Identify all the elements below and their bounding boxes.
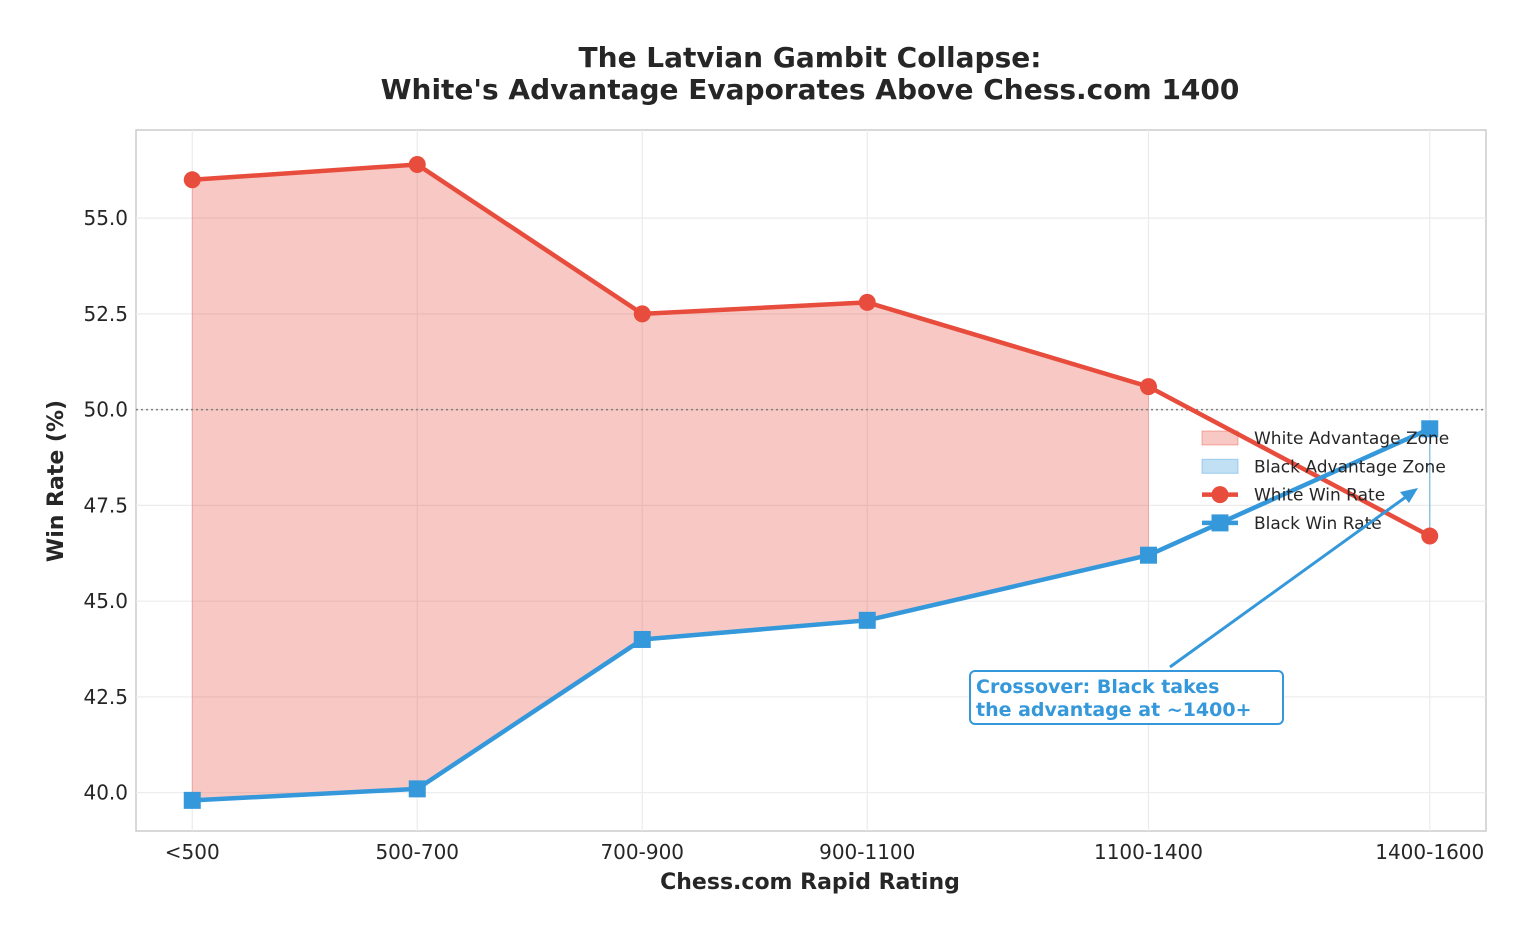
- x-axis-label: Chess.com Rapid Rating: [660, 870, 960, 895]
- black-win-rate-point-2: [633, 630, 651, 648]
- x-tick-label-1: 500-700: [375, 840, 459, 864]
- y-axis-label: Win Rate (%): [44, 400, 69, 562]
- legend-black-win-rate-label: Black Win Rate: [1254, 514, 1382, 534]
- y-tick-label-1: 42.5: [83, 685, 128, 709]
- legend-black-advantage-zone-label: Black Advantage Zone: [1254, 457, 1446, 477]
- legend-black-win-rate-swatch-marker: [1211, 514, 1229, 532]
- x-tick-label-2: 700-900: [600, 840, 684, 864]
- annotation-text-line-2: the advantage at ~1400+: [976, 699, 1252, 721]
- white-win-rate-point-3: [858, 293, 876, 311]
- y-tick-label-2: 45.0: [83, 589, 128, 613]
- y-tick-label-5: 52.5: [83, 302, 128, 326]
- x-tick-label-4: 1100-1400: [1094, 840, 1203, 864]
- annotation-arrow-head: [1400, 488, 1418, 503]
- y-tick-label-3: 47.5: [83, 493, 128, 517]
- legend-white-advantage-zone-swatch: [1201, 430, 1239, 446]
- black-win-rate-point-3: [858, 611, 876, 629]
- x-tick-label-5: 1400-1600: [1375, 840, 1484, 864]
- black-win-rate-point-1: [408, 780, 426, 798]
- white-win-rate-point-4: [1140, 378, 1157, 396]
- chart-title: The Latvian Gambit Collapse: White's Adv…: [381, 41, 1240, 106]
- series-markers: [183, 155, 1439, 809]
- white-win-rate-point-0: [183, 171, 201, 189]
- legend-white-advantage-zone-label: White Advantage Zone: [1254, 429, 1449, 449]
- chart-title-line-1: The Latvian Gambit Collapse:: [579, 41, 1042, 74]
- legend-black-advantage-zone-swatch: [1201, 458, 1239, 474]
- black-win-rate-point-4: [1140, 546, 1157, 564]
- legend-white-win-rate-label: White Win Rate: [1254, 486, 1385, 506]
- y-tick-label-6: 55.0: [83, 206, 128, 230]
- y-tick-labels: 40.0 42.5 45.0 47.5 50.0 52.5 55.0: [83, 206, 128, 805]
- series-lines: [190, 162, 1432, 803]
- black-win-rate-point-5: [1421, 420, 1439, 438]
- annotation-arrow-line: [1169, 492, 1411, 669]
- x-tick-label-3: 900-1100: [819, 840, 915, 864]
- y-tick-label-4: 50.0: [83, 398, 128, 422]
- legend-white-win-rate-swatch-marker: [1211, 486, 1229, 504]
- black-win-rate-point-0: [183, 791, 201, 809]
- chart-title-line-2: White's Advantage Evaporates Above Chess…: [381, 73, 1240, 106]
- black-win-rate-line: [190, 426, 1432, 803]
- y-tick-label-0: 40.0: [83, 781, 128, 805]
- white-win-rate-line: [190, 162, 1432, 539]
- white-win-rate-point-1: [408, 155, 426, 173]
- white-win-rate-point-2: [633, 305, 651, 323]
- annotation-box: [969, 670, 1284, 725]
- x-tick-label-0: <500: [165, 840, 220, 864]
- annotation: Crossover: Black takes the advantage at …: [969, 488, 1418, 725]
- legend: White Advantage Zone Black Advantage Zone…: [1201, 429, 1449, 534]
- white-win-rate-point-5: [1421, 527, 1439, 545]
- annotation-text-line-1: Crossover: Black takes: [976, 676, 1219, 698]
- x-tick-labels: <500 500-700 700-900 900-1100 1100-1400 1400-…: [165, 840, 1484, 864]
